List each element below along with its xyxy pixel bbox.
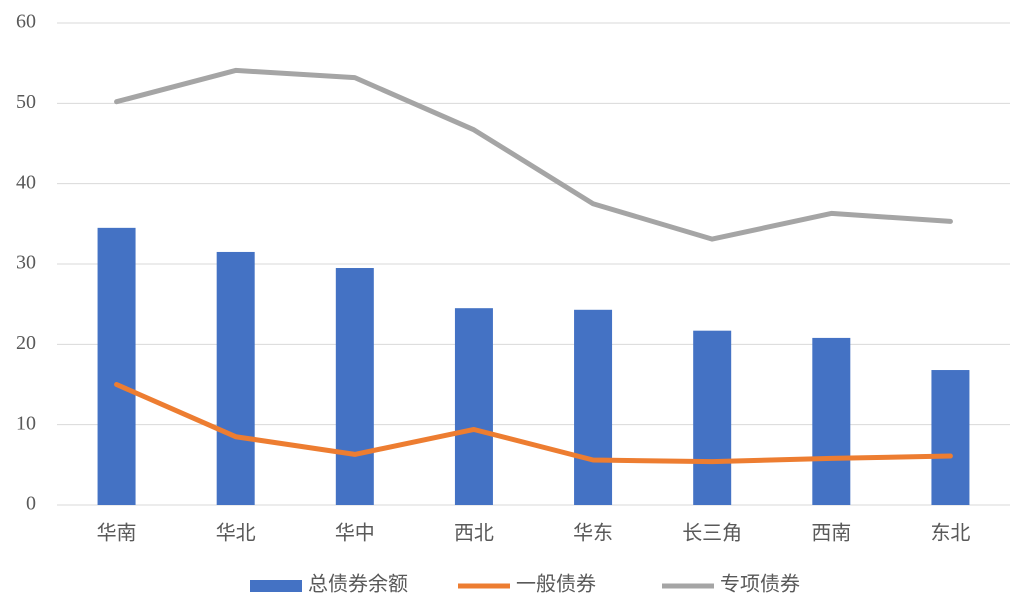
y-tick-label: 60	[16, 11, 36, 33]
line	[114, 67, 953, 242]
x-tick-label: 华北	[216, 522, 256, 545]
bar	[454, 308, 493, 505]
y-tick-label: 10	[16, 412, 36, 434]
bar	[931, 370, 970, 505]
bar	[335, 268, 374, 505]
y-tick-label: 0	[26, 493, 36, 515]
line	[114, 382, 953, 465]
x-tick-label: 华中	[335, 522, 375, 545]
bar	[574, 309, 613, 505]
legend-label: 专项债券	[720, 573, 800, 596]
bar	[812, 337, 851, 505]
y-tick-label: 30	[16, 252, 36, 274]
y-tick-label: 20	[16, 332, 36, 354]
bar	[97, 227, 136, 505]
x-tick-label: 东北	[930, 522, 970, 545]
bar	[693, 330, 732, 505]
x-tick-label: 西南	[811, 522, 851, 545]
y-tick-label: 50	[16, 91, 36, 113]
x-tick-label: 长三角	[682, 522, 742, 545]
y-tick-label: 40	[16, 171, 36, 193]
bar	[216, 251, 255, 505]
legend-swatch	[250, 580, 302, 592]
x-tick-label: 华南	[97, 522, 137, 545]
x-tick-label: 华东	[573, 522, 613, 545]
legend-label: 一般债券	[516, 573, 596, 596]
x-tick-label: 西北	[454, 522, 494, 545]
legend-label: 总债券余额	[308, 573, 408, 596]
